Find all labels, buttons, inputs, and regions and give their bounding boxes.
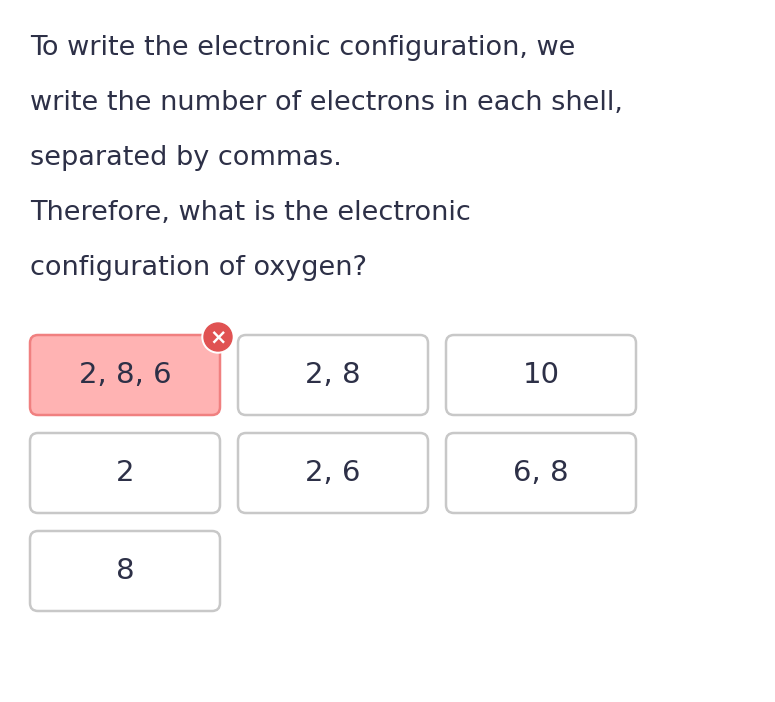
- FancyBboxPatch shape: [446, 335, 636, 415]
- Text: separated by commas.: separated by commas.: [30, 145, 342, 171]
- Text: 8: 8: [115, 557, 134, 585]
- Text: ×: ×: [209, 327, 227, 347]
- Circle shape: [202, 321, 234, 353]
- FancyBboxPatch shape: [30, 531, 220, 611]
- Text: write the number of electrons in each shell,: write the number of electrons in each sh…: [30, 90, 623, 116]
- FancyBboxPatch shape: [238, 433, 428, 513]
- FancyBboxPatch shape: [30, 335, 220, 415]
- Text: 6, 8: 6, 8: [513, 459, 569, 487]
- Text: To write the electronic configuration, we: To write the electronic configuration, w…: [30, 35, 575, 61]
- FancyBboxPatch shape: [446, 433, 636, 513]
- Text: 2: 2: [115, 459, 134, 487]
- Text: 2, 8, 6: 2, 8, 6: [79, 361, 171, 389]
- Circle shape: [204, 323, 232, 351]
- Text: configuration of oxygen?: configuration of oxygen?: [30, 255, 367, 281]
- FancyBboxPatch shape: [30, 433, 220, 513]
- FancyBboxPatch shape: [238, 335, 428, 415]
- Text: Therefore, what is the electronic: Therefore, what is the electronic: [30, 200, 470, 226]
- Text: 2, 8: 2, 8: [305, 361, 361, 389]
- Text: 10: 10: [522, 361, 560, 389]
- Text: 2, 6: 2, 6: [305, 459, 360, 487]
